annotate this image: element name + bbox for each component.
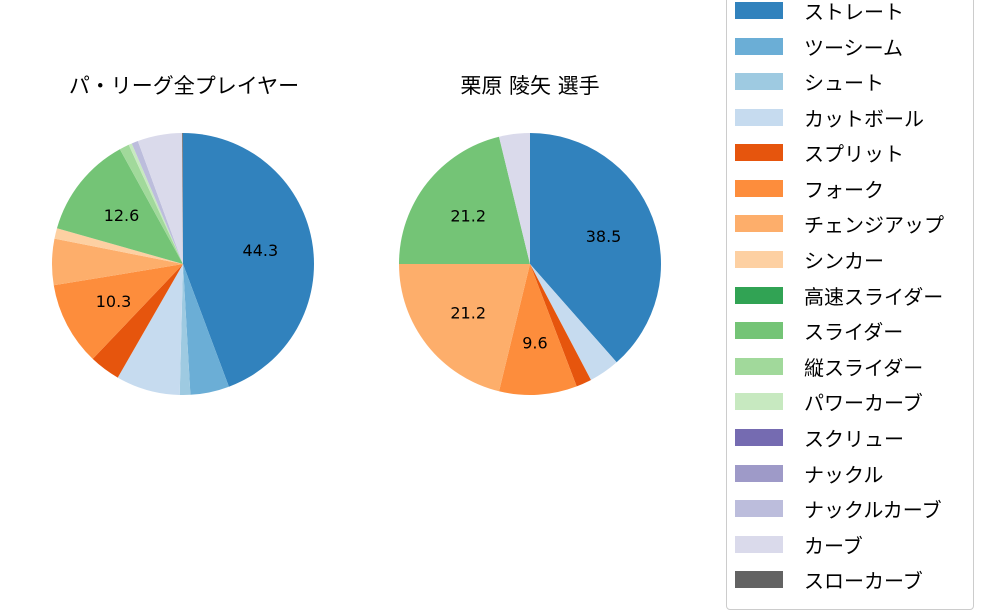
legend-swatch bbox=[735, 143, 783, 161]
pie-slice bbox=[117, 264, 183, 395]
legend-swatch bbox=[735, 1, 783, 19]
legend-label: シンカー bbox=[804, 248, 884, 273]
legend-item: フォーク bbox=[735, 170, 884, 206]
legend-item: スローカーブ bbox=[735, 561, 923, 597]
slice-value-label: 21.2 bbox=[450, 206, 486, 225]
pie-slice bbox=[137, 133, 183, 264]
legend-swatch bbox=[735, 357, 783, 375]
pie-slice bbox=[92, 264, 183, 378]
legend-label: スクリュー bbox=[804, 426, 904, 451]
slice-value-label: 12.6 bbox=[104, 206, 140, 225]
pie-slice bbox=[54, 228, 183, 264]
legend-item: 高速スライダー bbox=[735, 277, 943, 313]
legend-swatch bbox=[735, 464, 783, 482]
slice-value-label: 21.2 bbox=[450, 304, 486, 323]
legend-item: チェンジアップ bbox=[735, 205, 944, 241]
legend-label: カーブ bbox=[804, 533, 863, 558]
pie-slice bbox=[128, 143, 183, 264]
legend-item: 縦スライダー bbox=[735, 348, 923, 384]
legend-item: シュート bbox=[735, 63, 884, 99]
legend-item: カットボール bbox=[735, 99, 924, 135]
slice-value-label: 38.5 bbox=[586, 227, 622, 246]
legend-item: ナックル bbox=[735, 455, 883, 491]
legend-swatch bbox=[735, 428, 783, 446]
pie-slice bbox=[52, 238, 183, 286]
legend-item: スライダー bbox=[735, 312, 903, 348]
legend-swatch bbox=[735, 535, 783, 553]
legend-item: スプリット bbox=[735, 134, 904, 170]
pie-slice bbox=[179, 264, 191, 395]
pie-slice bbox=[183, 133, 315, 387]
legend-label: パワーカーブ bbox=[804, 390, 923, 415]
legend: ストレート ツーシーム シュート カットボール スプリット フォーク チェンジア… bbox=[726, 0, 974, 610]
legend-label: スプリット bbox=[804, 141, 904, 166]
pie-slice bbox=[399, 136, 530, 264]
legend-label: スライダー bbox=[804, 319, 904, 344]
legend-swatch bbox=[735, 499, 783, 517]
right-chart-title: 栗原 陵矢 選手 bbox=[460, 74, 600, 98]
legend-label: カットボール bbox=[804, 106, 924, 131]
legend-swatch bbox=[735, 179, 783, 197]
legend-label: シュート bbox=[804, 70, 884, 95]
legend-swatch bbox=[735, 570, 783, 588]
pie-slice bbox=[530, 264, 591, 387]
slice-value-label: 9.6 bbox=[522, 333, 547, 352]
legend-label: 縦スライダー bbox=[804, 355, 924, 380]
legend-item: ナックルカーブ bbox=[735, 490, 942, 526]
pie-slice bbox=[530, 133, 661, 363]
pie-charts: 44.3 10.3 12.6 38.5 9.6 21.2 21.2 bbox=[52, 133, 661, 395]
pie-slice bbox=[499, 133, 530, 264]
legend-swatch bbox=[735, 392, 783, 410]
legend-swatch bbox=[735, 72, 783, 90]
pie-slice bbox=[119, 144, 183, 264]
legend-item: ストレート bbox=[735, 0, 904, 28]
pie-slice bbox=[399, 264, 530, 392]
legend-swatch bbox=[735, 286, 783, 304]
legend-swatch bbox=[735, 214, 783, 232]
slice-value-label: 44.3 bbox=[243, 241, 279, 260]
legend-swatch bbox=[735, 108, 783, 126]
legend-item: シンカー bbox=[735, 241, 884, 277]
pie-slice bbox=[182, 133, 183, 264]
legend-label: スローカーブ bbox=[804, 568, 923, 593]
left-chart-title: パ・リーグ全プレイヤー bbox=[68, 74, 300, 98]
legend-item: カーブ bbox=[735, 526, 863, 562]
pie-slice bbox=[530, 264, 617, 380]
legend-label: 高速スライダー bbox=[804, 284, 944, 309]
player-pie-chart: 38.5 9.6 21.2 21.2 bbox=[399, 133, 661, 395]
legend-label: チェンジアップ bbox=[804, 212, 944, 237]
legend-item: ツーシーム bbox=[735, 28, 903, 64]
legend-swatch bbox=[735, 250, 783, 268]
legend-item: パワーカーブ bbox=[735, 383, 923, 419]
pie-slice bbox=[499, 264, 577, 395]
league-pie-chart: 44.3 10.3 12.6 bbox=[52, 133, 315, 395]
legend-label: フォーク bbox=[804, 177, 884, 202]
pie-slice bbox=[183, 264, 229, 395]
pie-slice bbox=[53, 264, 183, 359]
legend-swatch bbox=[735, 37, 783, 55]
pie-slice bbox=[131, 141, 183, 264]
slice-value-label: 10.3 bbox=[96, 292, 132, 311]
legend-label: ストレート bbox=[804, 0, 904, 24]
legend-item: スクリュー bbox=[735, 419, 904, 455]
legend-label: ナックルカーブ bbox=[804, 497, 942, 522]
legend-label: ツーシーム bbox=[804, 35, 903, 60]
legend-label: ナックル bbox=[804, 462, 884, 487]
legend-swatch bbox=[735, 321, 783, 339]
pie-slice bbox=[56, 149, 183, 264]
